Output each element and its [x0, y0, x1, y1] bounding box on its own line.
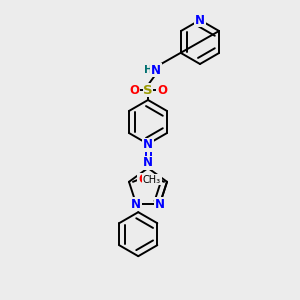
Text: O: O — [138, 173, 148, 186]
Text: H: H — [144, 65, 152, 75]
Text: N: N — [131, 198, 141, 211]
Text: CH₃: CH₃ — [143, 175, 161, 185]
Text: S: S — [143, 83, 153, 97]
Text: O: O — [129, 83, 139, 97]
Text: N: N — [143, 157, 153, 169]
Text: N: N — [195, 14, 205, 26]
Text: O: O — [157, 83, 167, 97]
Text: N: N — [151, 64, 161, 76]
Text: N: N — [155, 198, 165, 211]
Text: N: N — [143, 139, 153, 152]
